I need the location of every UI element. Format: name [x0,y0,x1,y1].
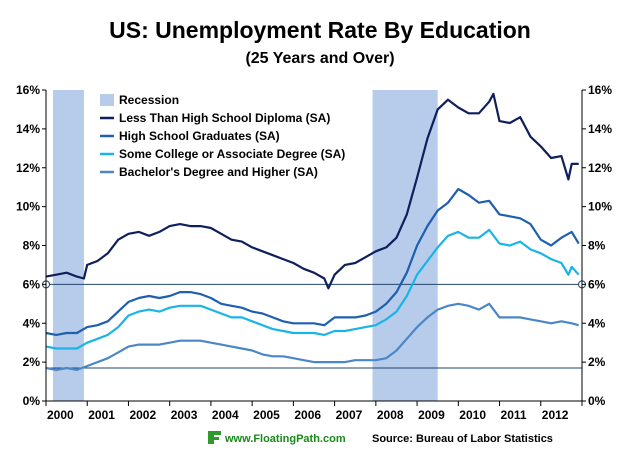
x-tick-label-0: 2000 [47,408,74,422]
y-tick-label-left-3: 6% [23,277,41,291]
y-tick-label-right-5: 10% [588,200,612,214]
chart-subtitle: (25 Years and Over) [245,50,394,67]
y-tick-label-right-2: 4% [588,316,606,330]
y-tick-label-left-8: 16% [16,83,40,97]
y-tick-label-right-8: 16% [588,83,612,97]
x-tick-label-12: 2012 [542,408,569,422]
x-tick-label-3: 2003 [171,408,198,422]
x-tick-label-6: 2006 [294,408,321,422]
y-tick-label-left-4: 8% [23,239,41,253]
legend: Recession Less Than High School Diploma (… [100,93,345,179]
series-line-1 [45,188,580,336]
chart-title: US: Unemployment Rate By Education [109,17,531,43]
y-tick-label-left-1: 2% [23,355,41,369]
legend-label-3: Bachelor's Degree and Higher (SA) [119,165,318,179]
y-tick-label-right-0: 0% [588,394,606,408]
x-tick-label-8: 2008 [377,408,404,422]
y-tick-label-left-7: 14% [16,122,40,136]
x-tick-label-2: 2002 [129,408,156,422]
footer-source: Source: Bureau of Labor Statistics [372,433,553,445]
floatingpath-logo-icon [208,431,221,444]
y-tick-label-left-0: 0% [23,394,41,408]
footer-brand: www.FloatingPath.com [224,433,346,445]
series-line-2 [45,228,580,350]
series-lines [45,92,580,371]
y-tick-label-left-2: 4% [23,316,41,330]
x-tick-label-4: 2004 [212,408,239,422]
y-tick-label-right-7: 14% [588,122,612,136]
x-tick-label-1: 2001 [88,408,115,422]
y-tick-label-right-3: 6% [588,277,606,291]
y-tick-label-right-6: 12% [588,161,612,175]
y-tick-label-left-5: 10% [16,200,40,214]
axes: 0% 0% 2% 2% 4% 4% 6% 6% 8% 8% 10% 10% 12% 12% 14% 14% 16… [16,83,612,422]
legend-label-2: Some College or Associate Degree (SA) [119,147,345,161]
x-tick-label-5: 2005 [253,408,280,422]
legend-label-recession: Recession [119,93,179,107]
x-tick-label-10: 2010 [459,408,486,422]
x-tick-label-9: 2009 [418,408,445,422]
y-tick-label-right-4: 8% [588,239,606,253]
series-line-3 [45,302,579,371]
legend-label-0: Less Than High School Diploma (SA) [119,111,330,125]
legend-label-1: High School Graduates (SA) [119,129,280,143]
recession-band-0 [53,90,84,401]
y-tick-label-right-1: 2% [588,355,606,369]
legend-swatch-recession [100,94,114,106]
footer: www.FloatingPath.com Source: Bureau of L… [208,431,553,445]
x-tick-label-7: 2007 [336,408,363,422]
series-line-0 [45,92,579,290]
y-tick-label-left-6: 12% [16,161,40,175]
x-tick-label-11: 2011 [501,408,527,422]
